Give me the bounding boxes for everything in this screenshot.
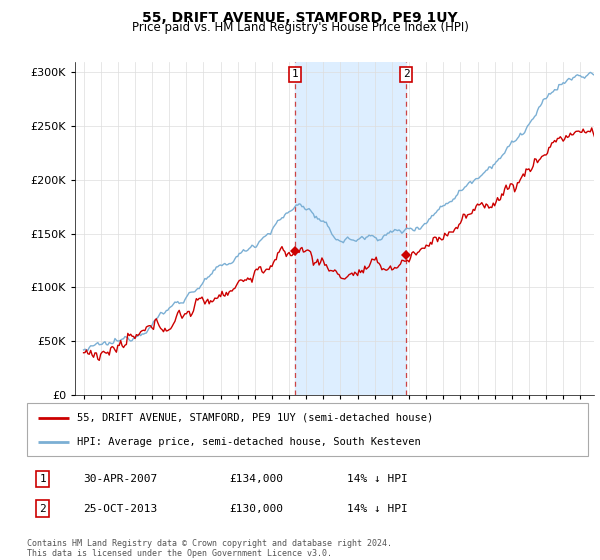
Text: 1: 1 <box>292 69 298 80</box>
Bar <box>295 62 406 395</box>
Text: Price paid vs. HM Land Registry's House Price Index (HPI): Price paid vs. HM Land Registry's House … <box>131 21 469 34</box>
Text: 14% ↓ HPI: 14% ↓ HPI <box>347 474 407 484</box>
Text: 2: 2 <box>40 503 46 514</box>
Text: £134,000: £134,000 <box>229 474 283 484</box>
Text: HPI: Average price, semi-detached house, South Kesteven: HPI: Average price, semi-detached house,… <box>77 437 421 447</box>
Text: 2: 2 <box>403 69 409 80</box>
Text: Contains HM Land Registry data © Crown copyright and database right 2024.
This d: Contains HM Land Registry data © Crown c… <box>27 539 392 558</box>
Text: 14% ↓ HPI: 14% ↓ HPI <box>347 503 407 514</box>
Text: 25-OCT-2013: 25-OCT-2013 <box>83 503 157 514</box>
Text: £130,000: £130,000 <box>229 503 283 514</box>
FancyBboxPatch shape <box>27 403 588 456</box>
Text: 30-APR-2007: 30-APR-2007 <box>83 474 157 484</box>
Text: 55, DRIFT AVENUE, STAMFORD, PE9 1UY (semi-detached house): 55, DRIFT AVENUE, STAMFORD, PE9 1UY (sem… <box>77 413 434 423</box>
Text: 55, DRIFT AVENUE, STAMFORD, PE9 1UY: 55, DRIFT AVENUE, STAMFORD, PE9 1UY <box>142 11 458 25</box>
Text: 1: 1 <box>40 474 46 484</box>
